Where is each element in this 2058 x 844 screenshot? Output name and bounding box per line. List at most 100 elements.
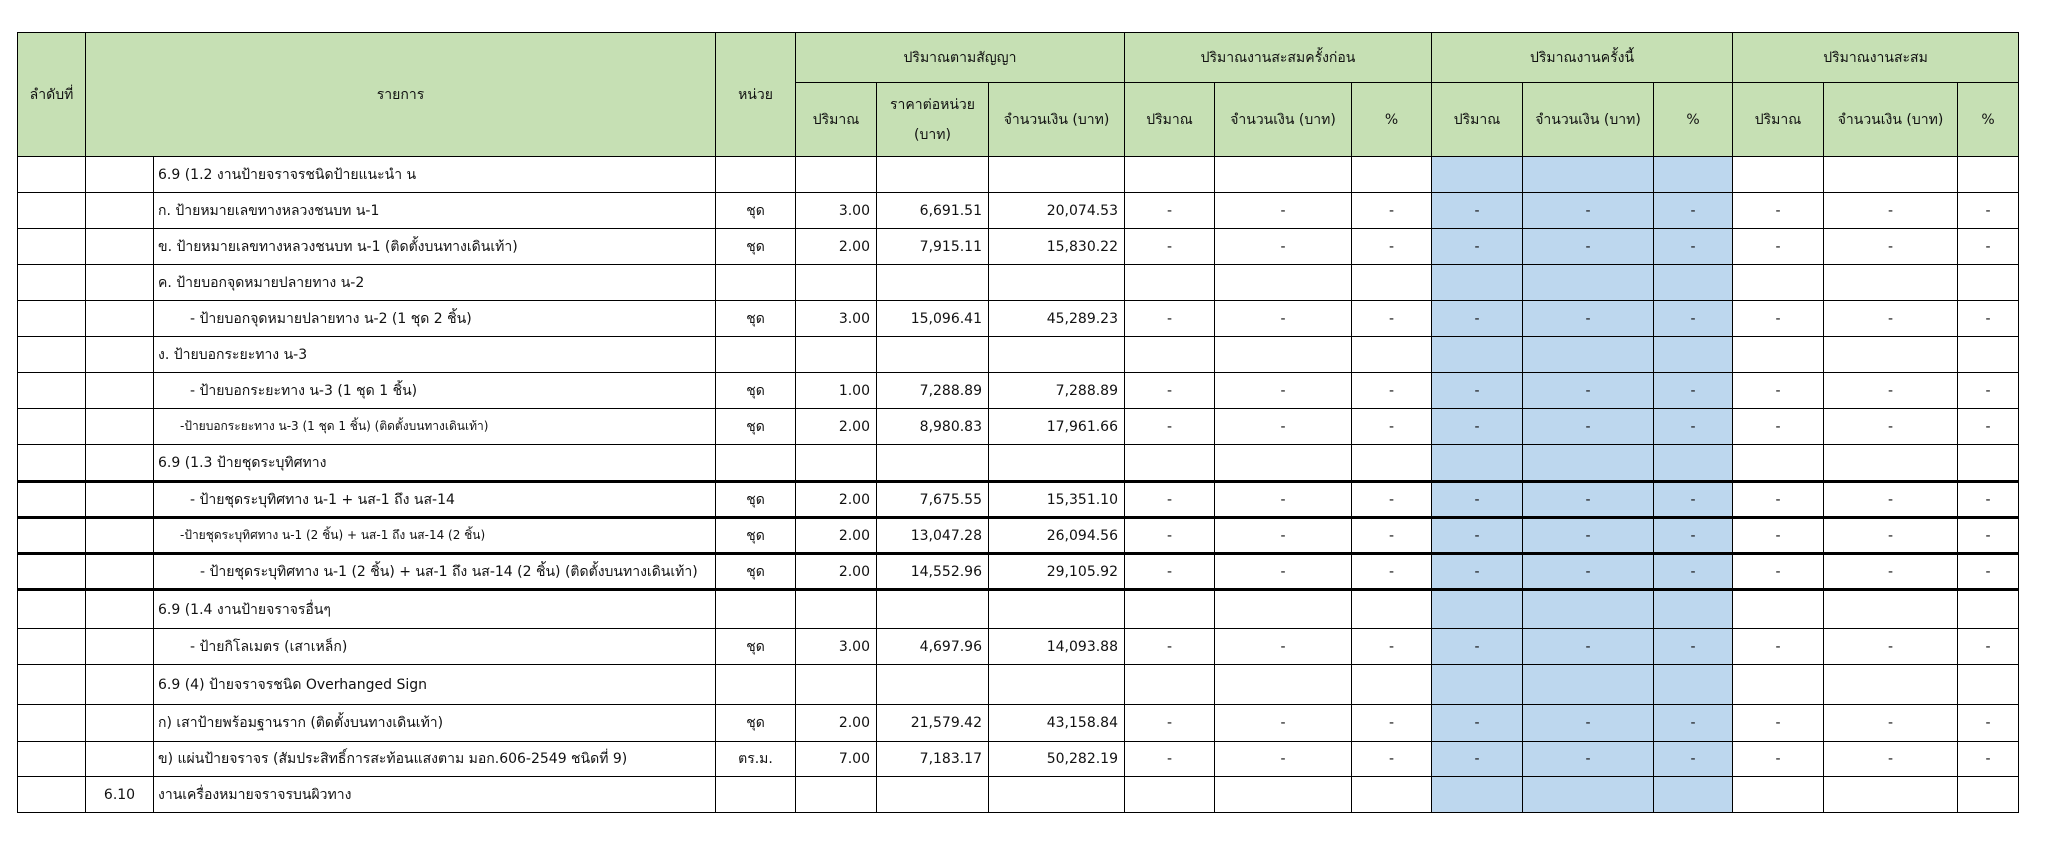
cell-item: -ป้ายบอกระยะทาง น-3 (1 ชุด 1 ชิ้น) (ติดต… [153, 408, 716, 445]
cell-no [85, 741, 154, 777]
cell-current-amount: - [1522, 741, 1654, 777]
cell-item: ก) เสาป้ายพร้อมฐานราก (ติดตั้งบนทางเดินเ… [153, 704, 716, 742]
cell-no [85, 264, 154, 301]
cell-cumulative-percent [1957, 264, 2019, 301]
cell-item: - ป้ายบอกจุดหมายปลายทาง น-2 (1 ชุด 2 ชิ้… [153, 300, 716, 337]
cell-price [876, 264, 989, 301]
cell-cumulative-qty: - [1732, 628, 1824, 665]
cell-cumulative-qty: - [1732, 372, 1824, 409]
cell-current-amount: - [1522, 408, 1654, 445]
cell-unit: ชุด [715, 481, 796, 519]
header-percent: % [1351, 82, 1432, 157]
cell-unit [715, 264, 796, 301]
cell-current-percent [1653, 156, 1733, 193]
cell-current-qty: - [1431, 517, 1523, 555]
cell-price [876, 664, 989, 705]
cell-price [876, 156, 989, 193]
cell-current-qty [1431, 776, 1523, 813]
cell-amount: 45,289.23 [988, 300, 1125, 337]
cell-item: -ป้ายชุดระบุทิศทาง น-1 (2 ชิ้น) + นส-1 ถ… [153, 517, 716, 555]
cell-no [85, 372, 154, 409]
cell-qty: 1.00 [795, 372, 877, 409]
cell-seq [17, 408, 86, 445]
cell-cumulative-amount: - [1823, 408, 1958, 445]
cell-price: 14,552.96 [876, 553, 989, 591]
cell-prev-qty [1124, 444, 1215, 483]
cell-prev-amount: - [1214, 553, 1352, 591]
cell-current-qty [1431, 156, 1523, 193]
cell-prev-qty: - [1124, 408, 1215, 445]
cell-cumulative-percent: - [1957, 481, 2019, 519]
cell-no [85, 444, 154, 483]
cell-current-amount: - [1522, 704, 1654, 742]
table-row: ข. ป้ายหมายเลขทางหลวงชนบท น-1 (ติดตั้งบน… [17, 228, 2019, 265]
cell-cumulative-percent: - [1957, 553, 2019, 591]
cell-item: ก. ป้ายหมายเลขทางหลวงชนบท น-1 [153, 192, 716, 229]
cell-cumulative-percent [1957, 589, 2019, 629]
header-unit-price: ราคาต่อหน่วย (บาท) [876, 82, 989, 157]
cell-price: 7,915.11 [876, 228, 989, 265]
cell-current-amount: - [1522, 228, 1654, 265]
cell-prev-qty: - [1124, 741, 1215, 777]
cell-current-percent [1653, 664, 1733, 705]
cell-prev-percent [1351, 156, 1432, 193]
cell-prev-amount: - [1214, 408, 1352, 445]
cell-current-amount: - [1522, 481, 1654, 519]
cell-item: 6.9 (1.2 งานป้ายจราจรชนิดป้ายแนะนำ น [153, 156, 716, 193]
cell-current-qty [1431, 589, 1523, 629]
header-qty: ปริมาณ [1431, 82, 1523, 157]
cell-cumulative-amount [1823, 156, 1958, 193]
cell-cumulative-qty: - [1732, 192, 1824, 229]
header-amount: จำนวนเงิน (บาท) [1823, 82, 1958, 157]
header-qty: ปริมาณ [1124, 82, 1215, 157]
cell-qty [795, 589, 877, 629]
cell-amount [988, 444, 1125, 483]
cell-current-amount: - [1522, 300, 1654, 337]
cell-no [85, 517, 154, 555]
cell-current-percent [1653, 264, 1733, 301]
cell-seq [17, 192, 86, 229]
cell-prev-amount: - [1214, 517, 1352, 555]
cell-prev-qty: - [1124, 192, 1215, 229]
cell-prev-amount [1214, 444, 1352, 483]
table-row: -ป้ายชุดระบุทิศทาง น-1 (2 ชิ้น) + นส-1 ถ… [17, 517, 2019, 555]
cell-price: 6,691.51 [876, 192, 989, 229]
header-item: รายการ [85, 32, 716, 157]
cell-no [85, 156, 154, 193]
cell-prev-amount: - [1214, 228, 1352, 265]
cell-current-qty: - [1431, 228, 1523, 265]
cell-unit: ชุด [715, 628, 796, 665]
cell-unit: ตร.ม. [715, 741, 796, 777]
cell-amount [988, 336, 1125, 373]
cell-unit: ชุด [715, 408, 796, 445]
cell-price: 7,675.55 [876, 481, 989, 519]
cell-current-amount: - [1522, 517, 1654, 555]
header-current: ปริมาณงานครั้งนี้ [1431, 32, 1733, 83]
table-row: 6.9 (1.2 งานป้ายจราจรชนิดป้ายแนะนำ น [17, 156, 2019, 193]
cell-current-qty: - [1431, 553, 1523, 591]
cell-current-amount: - [1522, 628, 1654, 665]
cell-cumulative-percent [1957, 156, 2019, 193]
cell-unit: ชุด [715, 517, 796, 555]
cell-cumulative-amount [1823, 664, 1958, 705]
table-row: 6.10 งานเครื่องหมายจราจรบนผิวทาง [17, 776, 2019, 813]
cell-cumulative-amount [1823, 336, 1958, 373]
cell-price [876, 776, 989, 813]
cell-amount: 15,830.22 [988, 228, 1125, 265]
cell-cumulative-amount: - [1823, 481, 1958, 519]
cell-current-amount [1522, 664, 1654, 705]
cell-current-percent: - [1653, 517, 1733, 555]
cell-prev-amount: - [1214, 481, 1352, 519]
cell-seq [17, 589, 86, 629]
table-row: ข) แผ่นป้ายจราจร (สัมประสิทธิ์การสะท้อนแ… [17, 741, 2019, 777]
cell-current-percent: - [1653, 228, 1733, 265]
cell-cumulative-qty: - [1732, 741, 1824, 777]
table-row: ค. ป้ายบอกจุดหมายปลายทาง น-2 [17, 264, 2019, 301]
cell-cumulative-amount [1823, 589, 1958, 629]
cell-current-qty: - [1431, 192, 1523, 229]
cell-prev-qty [1124, 336, 1215, 373]
cell-current-amount: - [1522, 553, 1654, 591]
cell-cumulative-amount: - [1823, 372, 1958, 409]
cell-prev-amount: - [1214, 192, 1352, 229]
cell-prev-qty [1124, 664, 1215, 705]
